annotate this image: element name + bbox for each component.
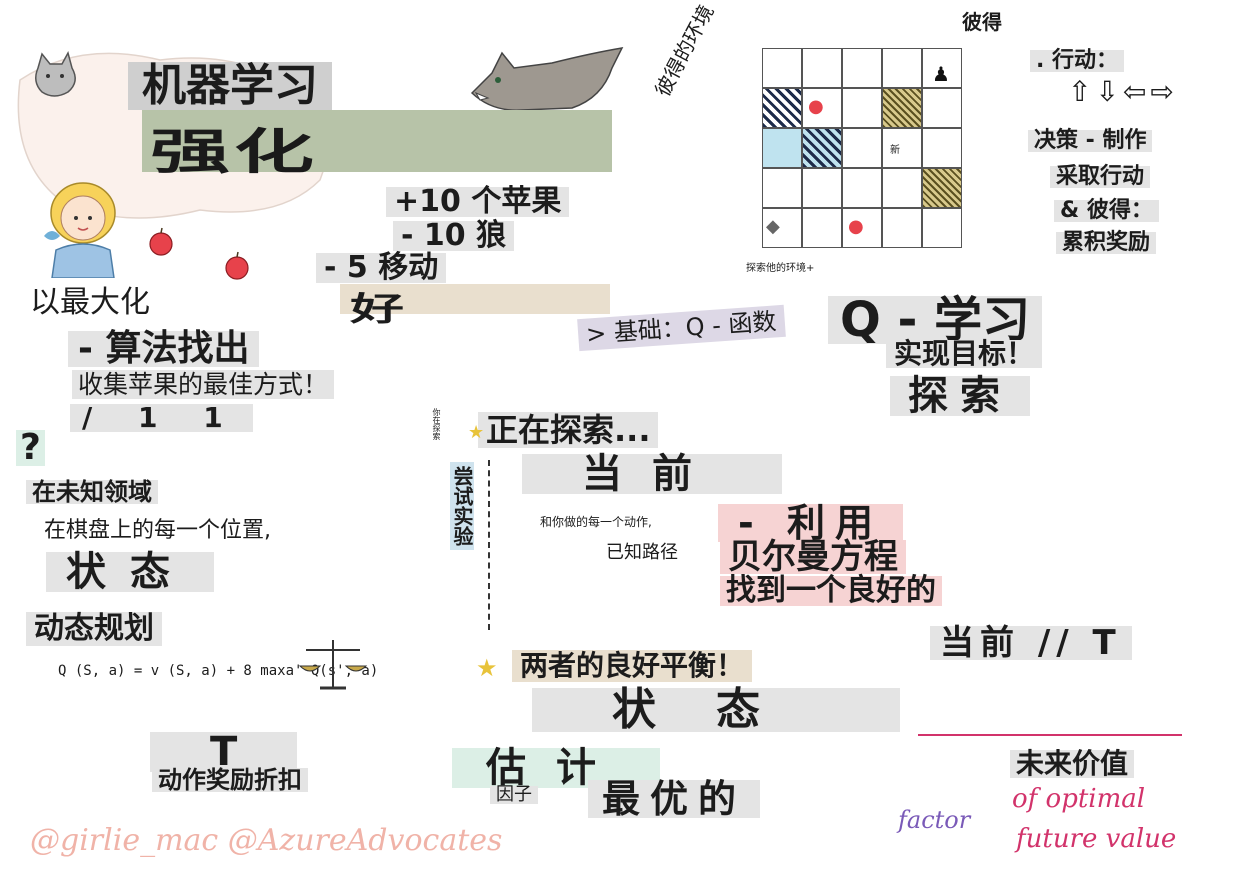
- peter-illustration: [44, 182, 116, 278]
- exploit-line-3: 找到一个良好的: [720, 576, 942, 606]
- factor-en: factor: [898, 806, 971, 834]
- dp-title: 动态规划: [26, 612, 162, 646]
- state-big: 状态: [532, 688, 900, 732]
- optimal-cn: 最优的: [588, 780, 761, 818]
- apple-icon: [225, 251, 249, 280]
- pink-underline: [918, 734, 1182, 736]
- wolf-icon: ◆: [766, 216, 780, 237]
- good-text: 好: [350, 289, 408, 328]
- current-t: 当前 // T: [930, 626, 1132, 660]
- peter-label: 彼得: [962, 10, 1002, 34]
- known-path-note: 和你做的每一个动作,: [540, 515, 652, 529]
- exploring-title: 正在探索...: [478, 412, 659, 448]
- future-value-en-2: future value: [1016, 824, 1177, 854]
- apple-icon: [149, 227, 173, 256]
- estimate-big: 估计: [452, 748, 660, 788]
- future-value-cn: 未来价值: [1010, 750, 1135, 778]
- best-way-apples: 收集苹果的最佳方式！: [72, 370, 335, 399]
- question-mark-icon: ?: [16, 430, 45, 466]
- cat-illustration: [35, 50, 76, 97]
- discount-label: 动作奖励折扣: [152, 768, 308, 792]
- explore-big: 探索: [890, 376, 1030, 416]
- apple-icon: ●: [848, 216, 864, 237]
- current-big: 当前: [522, 454, 782, 494]
- factor-cn: 因子: [490, 786, 538, 804]
- maximize-label: 以最大化: [30, 285, 150, 320]
- reward-apple: +10 个苹果: [386, 187, 570, 217]
- reward-wolf: - 10 狼: [393, 221, 515, 251]
- exploit-line-2: 贝尔曼方程: [720, 540, 906, 574]
- decision-line-3: & 彼得：: [1054, 200, 1159, 222]
- bellman-formula: Q (S, a) = v (S, a) + 8 maxa' Q(s', a): [58, 663, 379, 679]
- apple-icon: ●: [808, 96, 824, 117]
- good-highlight: [340, 284, 610, 314]
- unknown-territory: 在未知领域: [26, 480, 158, 504]
- decision-line-4: 累积奖励: [1056, 232, 1157, 254]
- ml-title: 机器学习: [128, 62, 332, 110]
- star-icon: ★: [468, 422, 485, 443]
- reward-move: - 5 移动: [316, 253, 447, 283]
- exploring-side-note: 你在探索: [432, 408, 441, 440]
- exploit-line-1: - 利用: [718, 504, 904, 542]
- algorithm-find: - 算法找出: [68, 331, 260, 367]
- peter-icon: ♟: [932, 62, 950, 86]
- try-experiment-vertical: 尝试实验: [450, 462, 474, 550]
- environment-label: 彼得的环境: [650, 0, 719, 101]
- scale-icon: [298, 640, 368, 690]
- decision-line-1: 决策 - 制作: [1028, 130, 1153, 152]
- action-arrows: ⇧⇩⇦⇨: [1068, 75, 1178, 108]
- wolf-illustration: [470, 47, 624, 111]
- rl-title-text: 强化: [150, 123, 318, 180]
- slash-one-one: / 1 1: [70, 404, 253, 432]
- balance-text: 两者的良好平衡！: [512, 650, 753, 682]
- dashed-arrow: [488, 460, 490, 630]
- known-path-label: 已知路径: [606, 542, 678, 563]
- star-icon: ★: [476, 654, 498, 682]
- game-board: [762, 48, 962, 248]
- state-unknown: 状态: [46, 552, 214, 592]
- credits: @girlie_mac @AzureAdvocates: [30, 823, 503, 858]
- new-cell-label: 新: [890, 145, 900, 156]
- future-value-en-1: of optimal: [1012, 784, 1146, 814]
- achieve-goal: 实现目标！: [886, 340, 1043, 368]
- decision-line-2: 采取行动: [1050, 166, 1151, 188]
- rl-title: [142, 110, 612, 172]
- actions-label: . 行动：: [1030, 50, 1125, 72]
- discount-big: T: [150, 732, 298, 772]
- every-position: 在棋盘上的每一个位置,: [44, 518, 271, 543]
- q-learning-title: Q - 学习: [828, 296, 1043, 344]
- explore-env-note: 探索他的环境+: [746, 263, 815, 274]
